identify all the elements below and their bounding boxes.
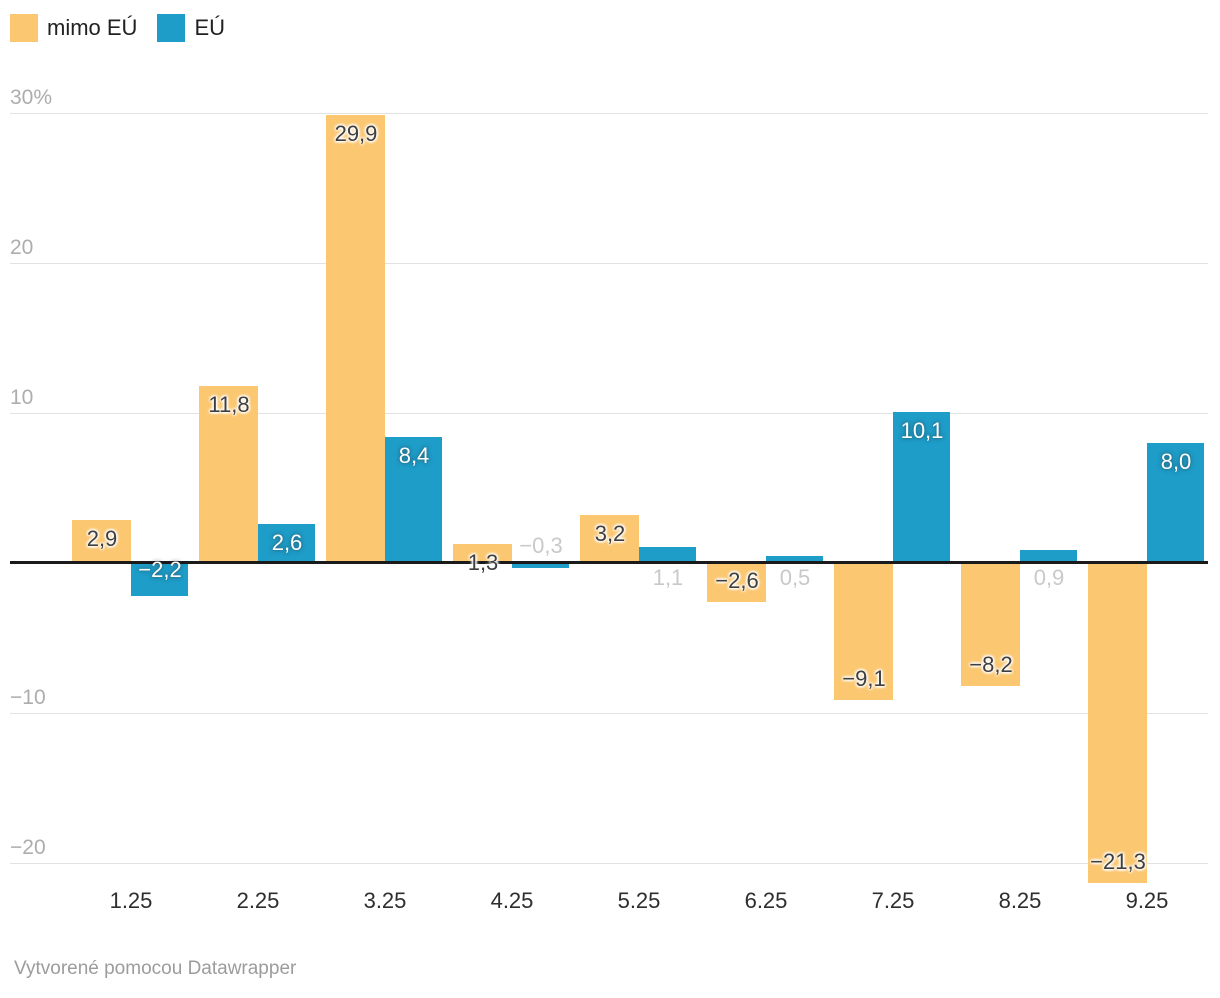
bar-mimo-eu-7.25[interactable] — [834, 563, 893, 700]
value-label-eu-3.25: 8,4 — [398, 443, 430, 468]
x-axis-tick-label: 5.25 — [617, 888, 661, 913]
bar-mimo-eu-6.25[interactable] — [707, 563, 766, 602]
bar-mimo-eu-5.25[interactable] — [580, 515, 639, 563]
x-axis-tick-label: 8.25 — [998, 888, 1042, 913]
legend-swatch-mimo-eu — [10, 14, 38, 42]
legend-item-eu: EÚ — [157, 14, 225, 42]
value-label-eu-8.25: 0,9 — [1033, 565, 1065, 590]
bar-mimo-eu-3.25[interactable] — [326, 115, 385, 564]
attribution-text: Vytvorené pomocou — [14, 958, 188, 979]
value-label-eu-9.25: 8,0 — [1160, 449, 1192, 474]
gridline--20 — [10, 863, 1208, 864]
value-label-mimo-eu-3.25: 29,9 — [334, 121, 378, 146]
datawrapper-link[interactable]: Datawrapper — [187, 958, 297, 979]
value-label-eu-2.25: 2,6 — [271, 530, 303, 555]
bar-eu-5.25[interactable] — [639, 547, 696, 564]
value-label-mimo-eu-2.25: 11,8 — [208, 392, 250, 417]
value-label-mimo-eu-5.25: 3,2 — [594, 521, 626, 546]
bar-eu-3.25[interactable] — [385, 437, 442, 563]
value-label-eu-4.25: −0,3 — [519, 533, 563, 558]
bar-mimo-eu-1.25[interactable] — [72, 520, 131, 564]
x-axis-tick-label: 6.25 — [744, 888, 788, 913]
legend-swatch-eu — [157, 14, 186, 42]
bar-eu-2.25[interactable] — [258, 524, 315, 563]
x-axis-tick-label: 1.25 — [109, 888, 153, 913]
value-label-mimo-eu-6.25: −2,6 — [715, 568, 759, 593]
bar-eu-6.25[interactable] — [766, 556, 823, 564]
bar-eu-7.25[interactable] — [893, 412, 950, 564]
y-axis-tick-label: 20 — [10, 236, 34, 259]
zero-baseline — [10, 561, 1208, 564]
y-axis-tick-label: 10 — [10, 386, 34, 409]
bar-mimo-eu-8.25[interactable] — [961, 563, 1020, 686]
value-label-eu-5.25: 1,1 — [652, 565, 684, 590]
value-label-eu-1.25: −2,2 — [138, 557, 182, 582]
bar-eu-8.25[interactable] — [1020, 550, 1077, 564]
bar-mimo-eu-4.25[interactable] — [453, 544, 512, 564]
gridline-30 — [10, 113, 1208, 114]
gridline-20 — [10, 263, 1208, 264]
value-label-mimo-eu-4.25: 1,3 — [467, 550, 499, 575]
value-label-mimo-eu-7.25: −9,1 — [842, 666, 886, 691]
y-axis-tick-label: 30% — [10, 86, 53, 109]
value-label-mimo-eu-8.25: −8,2 — [969, 652, 1013, 677]
x-axis-tick-label: 4.25 — [490, 888, 534, 913]
bar-mimo-eu-2.25[interactable] — [199, 386, 258, 563]
value-label-mimo-eu-9.25: −21,3 — [1090, 849, 1146, 874]
value-label-eu-6.25: 0,5 — [779, 565, 811, 590]
bar-eu-4.25[interactable] — [512, 563, 569, 568]
value-label-mimo-eu-1.25: 2,9 — [86, 526, 118, 551]
x-axis-tick-label: 7.25 — [871, 888, 915, 913]
x-axis-tick-label: 9.25 — [1125, 888, 1169, 913]
gridline-10 — [10, 413, 1208, 414]
bar-eu-9.25[interactable] — [1147, 443, 1204, 563]
gridline--10 — [10, 713, 1208, 714]
legend-item-mimo-eu: mimo EÚ — [10, 14, 137, 42]
attribution: Vytvorené pomocou Datawrapper — [14, 958, 296, 980]
bar-mimo-eu-9.25[interactable] — [1088, 563, 1147, 883]
y-axis-tick-label: −20 — [10, 836, 46, 859]
x-axis-tick-label: 3.25 — [363, 888, 407, 913]
x-axis-tick-label: 2.25 — [236, 888, 280, 913]
bar-eu-1.25[interactable] — [131, 563, 188, 596]
legend-label-eu: EÚ — [194, 15, 226, 40]
legend: mimo EÚ EÚ — [10, 14, 225, 42]
y-axis-tick-label: −10 — [10, 686, 46, 709]
value-label-eu-7.25: 10,1 — [900, 418, 944, 443]
legend-label-mimo-eu: mimo EÚ — [47, 15, 138, 40]
